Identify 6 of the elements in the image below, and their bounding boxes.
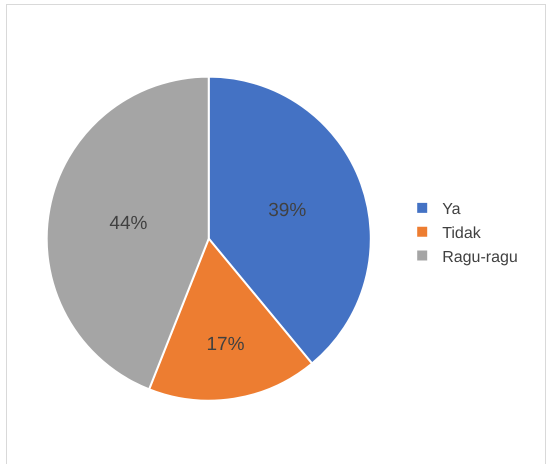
data-label: 17%	[206, 334, 245, 356]
legend-label: Tidak	[442, 224, 482, 242]
legend-label: Ya	[442, 201, 461, 218]
data-label: 39%	[268, 200, 306, 221]
legend-label: Ragu-ragu	[442, 248, 518, 266]
data-label: 44%	[109, 212, 148, 234]
